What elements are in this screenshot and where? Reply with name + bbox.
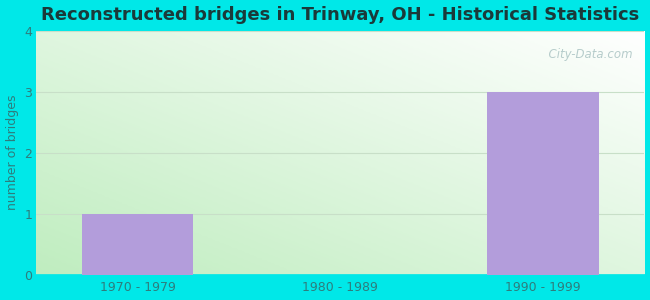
Text: City-Data.com: City-Data.com <box>541 48 632 61</box>
Y-axis label: number of bridges: number of bridges <box>6 95 19 210</box>
Bar <box>82 214 194 274</box>
Title: Reconstructed bridges in Trinway, OH - Historical Statistics: Reconstructed bridges in Trinway, OH - H… <box>41 6 640 24</box>
Bar <box>488 92 599 274</box>
